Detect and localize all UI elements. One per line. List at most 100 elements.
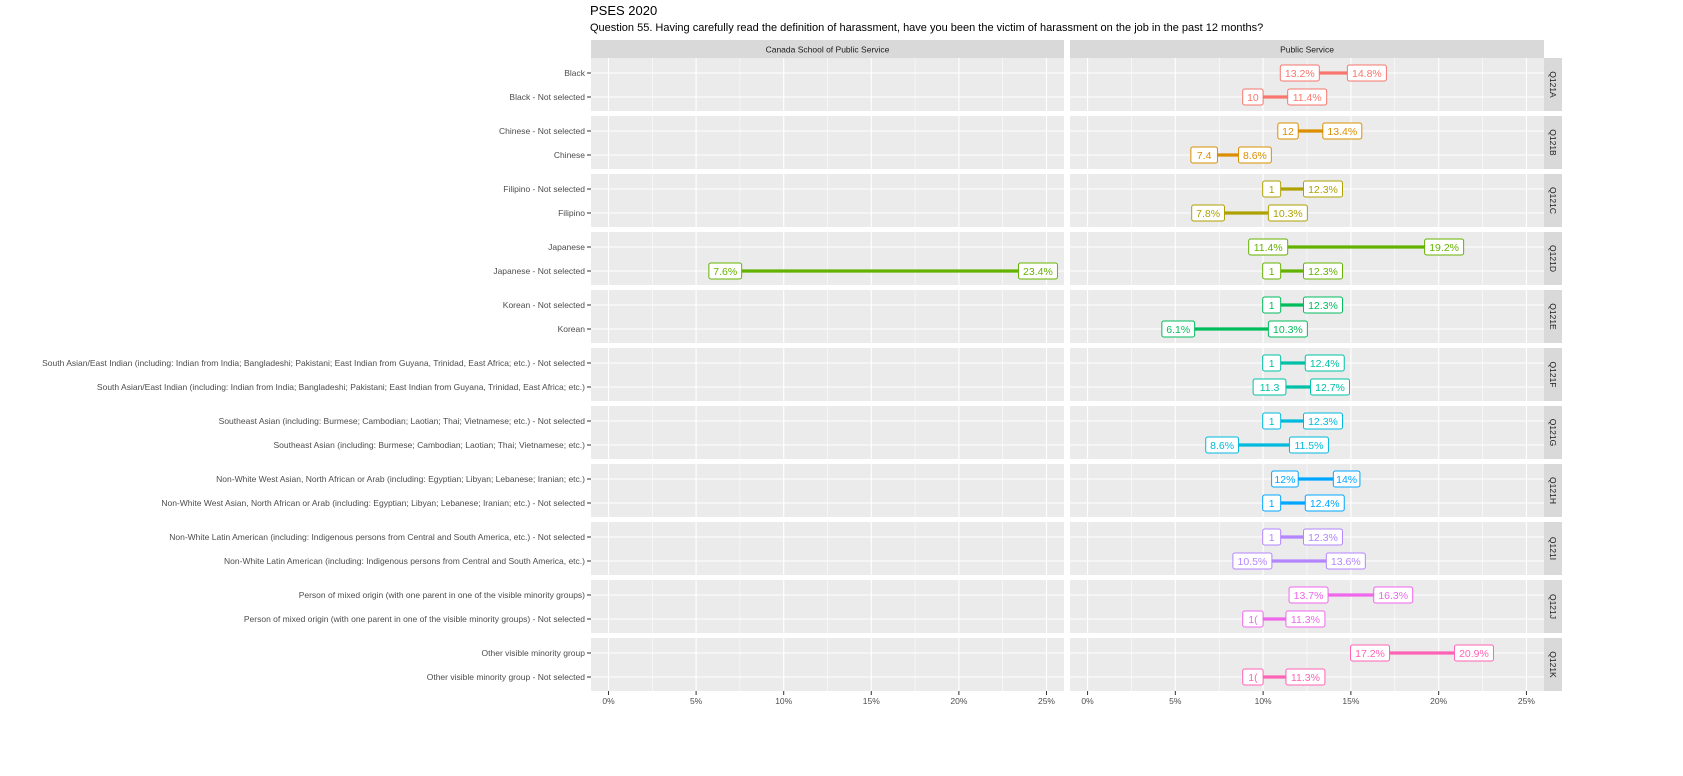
facet-strip-label: Q121A	[1548, 71, 1558, 98]
chart-subtitle: Question 55. Having carefully read the d…	[590, 22, 1264, 34]
x-axis-tick-label: 5%	[690, 696, 703, 706]
x-axis-tick-label: 0%	[1081, 696, 1094, 706]
facet-strip	[1544, 348, 1562, 401]
data-label: 20.9%	[1459, 648, 1489, 660]
panel-strip-label: Public Service	[1280, 45, 1334, 55]
data-label: 1	[1269, 532, 1275, 544]
facet-strip-label: Q121D	[1548, 245, 1558, 272]
facet-strip	[1544, 522, 1562, 575]
data-label: 7.4	[1197, 150, 1212, 162]
facet-strip	[1544, 174, 1562, 227]
data-label-box	[1271, 470, 1299, 488]
data-label: 11.3%	[1291, 672, 1320, 684]
data-label-box	[1262, 528, 1282, 546]
data-label-box	[1238, 146, 1272, 164]
facet-strip	[1544, 116, 1562, 169]
x-axis-tick-label: 5%	[1169, 696, 1182, 706]
data-label: 12.4%	[1310, 358, 1340, 370]
data-label-box	[1453, 644, 1494, 662]
data-label: 12%	[1274, 474, 1295, 486]
data-label: 11.5%	[1294, 440, 1323, 452]
y-axis-tick-label: Southeast Asian (including: Burmese; Cam…	[219, 416, 586, 426]
panel-strip-label: Canada School of Public Service	[766, 45, 890, 55]
facet-strip-label: Q121G	[1548, 419, 1558, 446]
data-label: 12.3%	[1308, 416, 1338, 428]
data-label-box	[1262, 354, 1282, 372]
data-label-box	[1350, 644, 1391, 662]
data-label: 7.6%	[713, 266, 737, 278]
data-label-box	[1262, 412, 1282, 430]
data-label: 16.3%	[1378, 590, 1408, 602]
data-label: 23.4%	[1023, 266, 1053, 278]
data-label-box	[1346, 64, 1387, 82]
y-axis-tick-label: South Asian/East Indian (including: Indi…	[97, 382, 585, 392]
y-axis-tick-label: Non-White Latin American (including: Ind…	[169, 532, 585, 542]
data-label-box	[1205, 436, 1240, 454]
y-axis-tick-label: Chinese	[554, 150, 585, 160]
data-label-box	[1017, 262, 1058, 280]
x-axis-tick-label: 10%	[775, 696, 792, 706]
y-axis-tick-label: Southeast Asian (including: Burmese; Cam…	[273, 440, 585, 450]
data-label: 17.2%	[1355, 648, 1385, 660]
data-label: 12.7%	[1315, 382, 1345, 394]
data-label-box	[1302, 296, 1343, 314]
facet-strip-label: Q121K	[1548, 651, 1558, 678]
facet-strip-label: Q121F	[1548, 362, 1558, 388]
facet-strip	[1544, 58, 1562, 111]
data-label: 10.3%	[1273, 208, 1303, 220]
data-label: 12.3%	[1308, 532, 1338, 544]
data-label: 10.5%	[1237, 556, 1267, 568]
y-axis-tick-label: Black	[564, 68, 586, 78]
data-label: 1	[1269, 498, 1275, 510]
data-label: 19.2%	[1429, 242, 1459, 254]
data-label-box	[1242, 610, 1264, 628]
data-label: 1	[1269, 300, 1275, 312]
y-axis-tick-label: Japanese	[548, 242, 585, 252]
data-label-box	[1248, 238, 1289, 256]
panel-strip	[591, 40, 1064, 58]
x-axis-tick-label: 25%	[1038, 696, 1055, 706]
data-label-box	[1279, 64, 1320, 82]
y-axis-tick-label: Chinese - Not selected	[499, 126, 585, 136]
data-label-box	[1262, 494, 1282, 512]
facet-strip	[1544, 464, 1562, 517]
y-axis-tick-label: Korean - Not selected	[503, 300, 585, 310]
data-label-box	[1252, 378, 1287, 396]
data-label-box	[1325, 552, 1366, 570]
data-label-box	[1302, 412, 1343, 430]
data-label: 8.6%	[1210, 440, 1234, 452]
data-label-box	[1302, 528, 1343, 546]
data-label: 13.2%	[1285, 68, 1315, 80]
data-label: 11.4%	[1293, 92, 1322, 104]
data-label-box	[1288, 586, 1329, 604]
data-label-box	[1302, 262, 1343, 280]
data-label: 1	[1269, 358, 1275, 370]
data-label: 12	[1282, 126, 1294, 138]
facet-strip-label: Q121C	[1548, 187, 1558, 214]
data-label-box	[1288, 436, 1329, 454]
facet-strip	[1544, 232, 1562, 285]
data-label: 12.4%	[1310, 498, 1340, 510]
chart-title: PSES 2020	[590, 3, 658, 18]
data-label: 12.3%	[1308, 266, 1338, 278]
x-axis-tick-label: 0%	[602, 696, 615, 706]
facet-strip-label: Q121H	[1548, 477, 1558, 504]
y-axis-tick-label: Other visible minority group - Not selec…	[427, 672, 586, 682]
data-label: 12.3%	[1308, 184, 1338, 196]
x-axis-tick-label: 20%	[1430, 696, 1447, 706]
data-label-box	[1302, 180, 1343, 198]
data-label: 13.7%	[1294, 590, 1324, 602]
data-label: 7.8%	[1196, 208, 1220, 220]
facet-strip	[1544, 580, 1562, 633]
x-axis-tick-label: 20%	[950, 696, 967, 706]
y-axis-tick-label: Person of mixed origin (with one parent …	[244, 614, 585, 624]
data-label-box	[1190, 146, 1218, 164]
data-label: 8.6%	[1243, 150, 1267, 162]
data-label: 1	[1269, 184, 1275, 196]
x-axis-tick-label: 25%	[1518, 696, 1535, 706]
y-axis-tick-label: Korean	[558, 324, 586, 334]
data-label: 13.4%	[1327, 126, 1357, 138]
data-label: 6.1%	[1166, 324, 1190, 336]
y-axis-tick-label: Non-White West Asian, North African or A…	[161, 498, 585, 508]
data-label-box	[1242, 88, 1264, 106]
